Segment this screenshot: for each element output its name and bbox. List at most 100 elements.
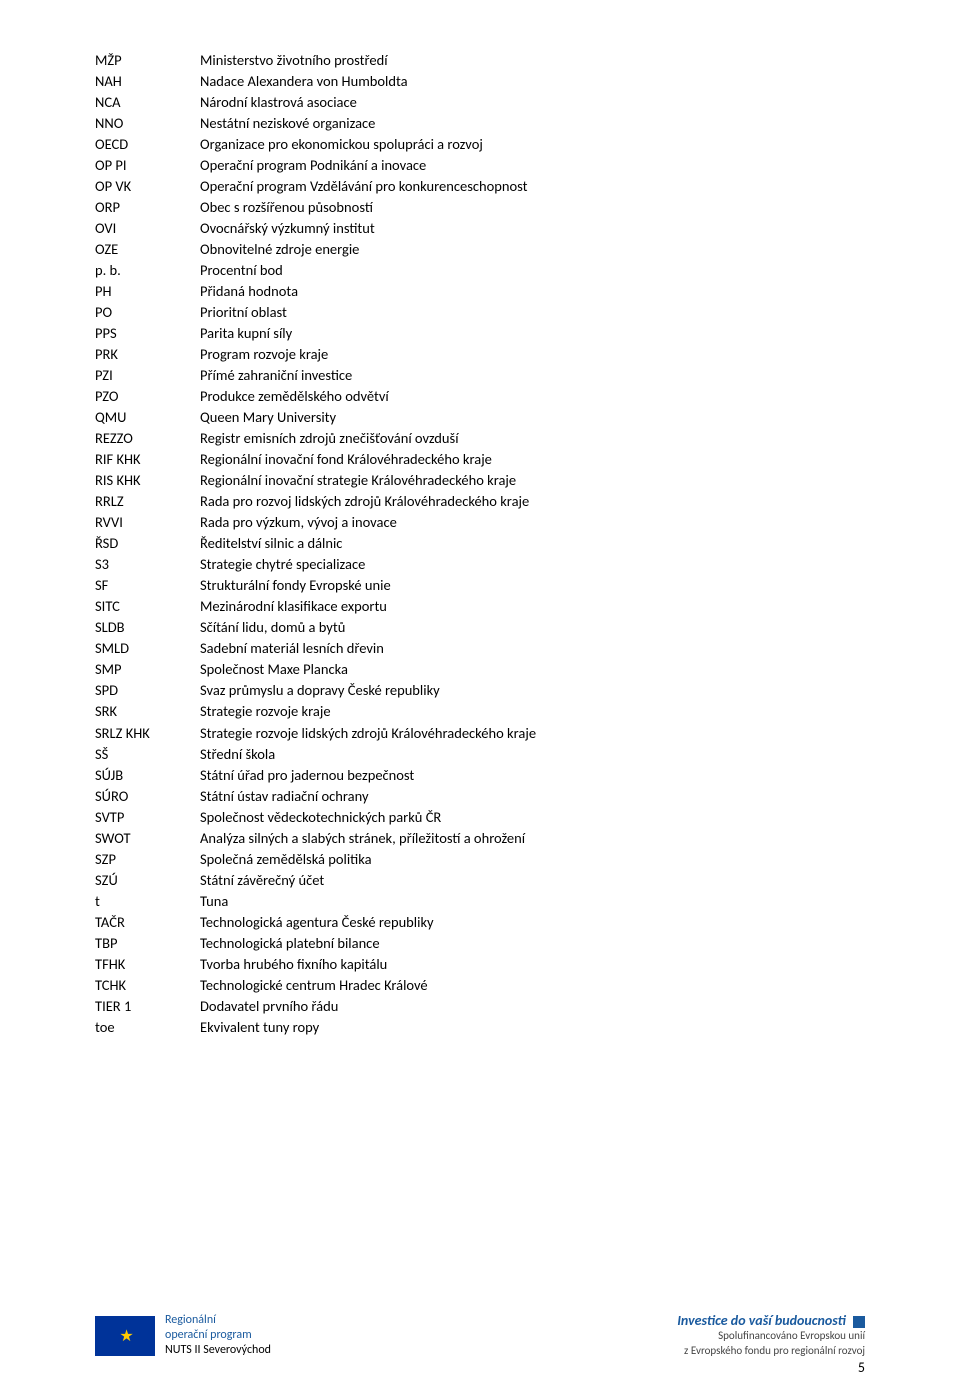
footer-left-line2: operační program (165, 1328, 271, 1343)
glossary-def: Procentní bod (200, 260, 865, 281)
glossary-row: OECDOrganizace pro ekonomickou spoluprác… (95, 134, 865, 155)
glossary-def: Přímé zahraniční investice (200, 365, 865, 386)
glossary-abbr: SITC (95, 596, 200, 617)
glossary-def: Státní úřad pro jadernou bezpečnost (200, 765, 865, 786)
glossary-abbr: SZP (95, 849, 200, 870)
glossary-def: Prioritní oblast (200, 302, 865, 323)
glossary-abbr: PO (95, 302, 200, 323)
glossary-row: REZZORegistr emisních zdrojů znečišťován… (95, 428, 865, 449)
glossary-def: Strukturální fondy Evropské unie (200, 575, 865, 596)
glossary-abbr: SRK (95, 701, 200, 722)
glossary-def: Ministerstvo životního prostředí (200, 50, 865, 71)
glossary-abbr: MŽP (95, 50, 200, 71)
glossary-def: Technologická agentura České republiky (200, 912, 865, 933)
page-footer: ★ Regionální operační program NUTS II Se… (95, 1312, 865, 1358)
glossary-def: Analýza silných a slabých stránek, příle… (200, 828, 865, 849)
footer-left-block: ★ Regionální operační program NUTS II Se… (95, 1313, 271, 1358)
glossary-def: Dodavatel prvního řádu (200, 996, 865, 1017)
glossary-def: Přidaná hodnota (200, 281, 865, 302)
glossary-abbr: SVTP (95, 807, 200, 828)
glossary-def: Operační program Podnikání a inovace (200, 155, 865, 176)
glossary-abbr: RIF KHK (95, 449, 200, 470)
glossary-def: Státní závěrečný účet (200, 870, 865, 891)
glossary-def: Tvorba hrubého fixního kapitálu (200, 954, 865, 975)
glossary-row: SŠStřední škola (95, 744, 865, 765)
glossary-def: Společnost Maxe Plancka (200, 659, 865, 680)
glossary-def: Regionální inovační strategie Královéhra… (200, 470, 865, 491)
glossary-abbr: NAH (95, 71, 200, 92)
eu-stars-icon: ★ (119, 1326, 130, 1346)
glossary-abbr: QMU (95, 407, 200, 428)
glossary-row: OP VKOperační program Vzdělávání pro kon… (95, 176, 865, 197)
glossary-row: ŘSDŘeditelství silnic a dálnic (95, 533, 865, 554)
glossary-def: Ekvivalent tuny ropy (200, 1017, 865, 1038)
glossary-row: SWOTAnalýza silných a slabých stránek, p… (95, 828, 865, 849)
glossary-def: Regionální inovační fond Královéhradecké… (200, 449, 865, 470)
glossary-def: Program rozvoje kraje (200, 344, 865, 365)
glossary-abbr: toe (95, 1017, 200, 1038)
glossary-row: SRLZ KHKStrategie rozvoje lidských zdroj… (95, 723, 865, 744)
footer-left-line3: NUTS II Severovýchod (165, 1343, 271, 1358)
glossary-def: Státní ústav radiační ochrany (200, 786, 865, 807)
glossary-abbr: SMP (95, 659, 200, 680)
glossary-abbr: RRLZ (95, 491, 200, 512)
glossary-row: TAČRTechnologická agentura České republi… (95, 912, 865, 933)
glossary-abbr: OZE (95, 239, 200, 260)
glossary-def: Sadební materiál lesních dřevin (200, 638, 865, 659)
glossary-row: SÚROStátní ústav radiační ochrany (95, 786, 865, 807)
glossary-abbr: PZO (95, 386, 200, 407)
glossary-abbr: p. b. (95, 260, 200, 281)
glossary-abbr: SMLD (95, 638, 200, 659)
glossary-abbr: SPD (95, 680, 200, 701)
glossary-abbr: PRK (95, 344, 200, 365)
glossary-row: RVVIRada pro výzkum, vývoj a inovace (95, 512, 865, 533)
footer-left-line1: Regionální (165, 1313, 271, 1328)
glossary-def: Strategie rozvoje kraje (200, 701, 865, 722)
glossary-row: MŽPMinisterstvo životního prostředí (95, 50, 865, 71)
glossary-row: ORPObec s rozšířenou působností (95, 197, 865, 218)
glossary-def: Organizace pro ekonomickou spolupráci a … (200, 134, 865, 155)
glossary-abbr: TIER 1 (95, 996, 200, 1017)
glossary-row: tTuna (95, 891, 865, 912)
glossary-table: MŽPMinisterstvo životního prostředíNAHNa… (95, 50, 865, 1038)
glossary-row: PHPřidaná hodnota (95, 281, 865, 302)
glossary-row: SPDSvaz průmyslu a dopravy České republi… (95, 680, 865, 701)
glossary-abbr: SLDB (95, 617, 200, 638)
footer-right-logo-icon (853, 1316, 865, 1328)
glossary-row: SFStrukturální fondy Evropské unie (95, 575, 865, 596)
glossary-row: RRLZRada pro rozvoj lidských zdrojů Král… (95, 491, 865, 512)
glossary-abbr: TCHK (95, 975, 200, 996)
glossary-abbr: PH (95, 281, 200, 302)
glossary-def: Queen Mary University (200, 407, 865, 428)
glossary-row: SMPSpolečnost Maxe Plancka (95, 659, 865, 680)
glossary-row: RIF KHKRegionální inovační fond Královéh… (95, 449, 865, 470)
glossary-def: Parita kupní síly (200, 323, 865, 344)
glossary-row: SMLDSadební materiál lesních dřevin (95, 638, 865, 659)
glossary-abbr: SF (95, 575, 200, 596)
glossary-abbr: SZÚ (95, 870, 200, 891)
glossary-def: Operační program Vzdělávání pro konkuren… (200, 176, 865, 197)
glossary-abbr: RIS KHK (95, 470, 200, 491)
glossary-row: toeEkvivalent tuny ropy (95, 1017, 865, 1038)
glossary-row: SZPSpolečná zemědělská politika (95, 849, 865, 870)
glossary-def: Registr emisních zdrojů znečišťování ovz… (200, 428, 865, 449)
glossary-row: SZÚStátní závěrečný účet (95, 870, 865, 891)
footer-right-sub2: z Evropského fondu pro regionální rozvoj (677, 1344, 865, 1358)
glossary-def: Obnovitelné zdroje energie (200, 239, 865, 260)
glossary-abbr: OECD (95, 134, 200, 155)
glossary-abbr: ORP (95, 197, 200, 218)
glossary-def: Mezinárodní klasifikace exportu (200, 596, 865, 617)
glossary-row: OVIOvocnářský výzkumný institut (95, 218, 865, 239)
glossary-row: SÚJBStátní úřad pro jadernou bezpečnost (95, 765, 865, 786)
glossary-row: p. b.Procentní bod (95, 260, 865, 281)
glossary-row: TFHKTvorba hrubého fixního kapitálu (95, 954, 865, 975)
glossary-abbr: S3 (95, 554, 200, 575)
glossary-row: PZOProdukce zemědělského odvětví (95, 386, 865, 407)
glossary-row: SVTPSpolečnost vědeckotechnických parků … (95, 807, 865, 828)
glossary-row: S3Strategie chytré specializace (95, 554, 865, 575)
glossary-def: Střední škola (200, 744, 865, 765)
glossary-abbr: SRLZ KHK (95, 723, 200, 744)
footer-left-text: Regionální operační program NUTS II Seve… (165, 1313, 271, 1358)
footer-right-sub1: Spolufinancováno Evropskou unií (677, 1329, 865, 1343)
glossary-row: RIS KHKRegionální inovační strategie Krá… (95, 470, 865, 491)
